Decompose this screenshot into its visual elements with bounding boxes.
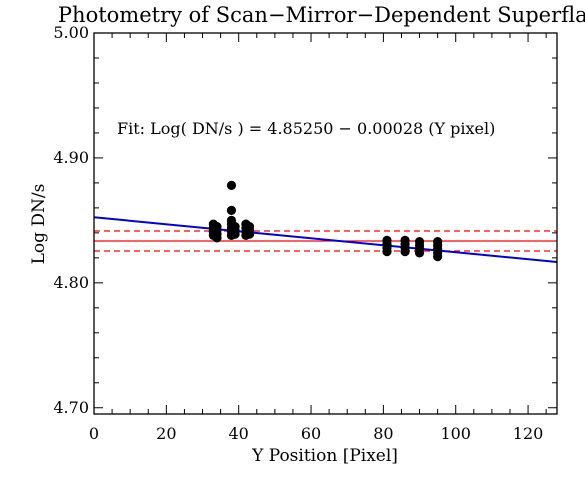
chart-title: Photometry of Scan−Mirror−Dependent Supe… xyxy=(58,3,585,27)
fit-line-layer xyxy=(94,216,557,264)
axis-tick-labels: 0 20 40 60 80 100 120 4.70 4.80 4.90 5.00 xyxy=(53,23,543,443)
data-point xyxy=(212,222,222,232)
data-point xyxy=(414,237,425,247)
plot-area xyxy=(94,180,557,264)
x-tick-label: 80 xyxy=(373,424,393,443)
data-point xyxy=(230,222,240,232)
y-tick-label: 4.70 xyxy=(53,398,89,417)
fit-annotation: Fit: Log( DN/s ) = 4.85250 − 0.00028 (Y … xyxy=(117,119,495,138)
x-tick-label: 100 xyxy=(440,424,471,443)
reference-lines xyxy=(94,230,557,252)
y-axis-label: Log DN/s xyxy=(29,184,49,265)
x-tick-label: 40 xyxy=(229,424,249,443)
fit-line xyxy=(94,216,557,264)
x-tick-label: 120 xyxy=(513,424,544,443)
y-tick-label: 4.90 xyxy=(53,148,89,167)
x-tick-label: 20 xyxy=(156,424,176,443)
x-axis-label: Y Position [Pixel] xyxy=(251,446,398,466)
y-tick-label: 4.80 xyxy=(53,273,89,292)
x-tick-label: 60 xyxy=(301,424,321,443)
axis-ticks xyxy=(93,32,557,414)
plot-frame xyxy=(93,32,558,415)
data-point xyxy=(382,235,392,245)
data-point xyxy=(226,180,237,190)
y-tick-label: 5.00 xyxy=(53,23,89,42)
x-tick-label: 0 xyxy=(89,424,99,443)
data-points xyxy=(208,180,443,262)
data-point xyxy=(244,222,255,232)
data-point xyxy=(226,205,237,215)
data-point xyxy=(400,235,410,245)
data-point xyxy=(433,237,443,247)
